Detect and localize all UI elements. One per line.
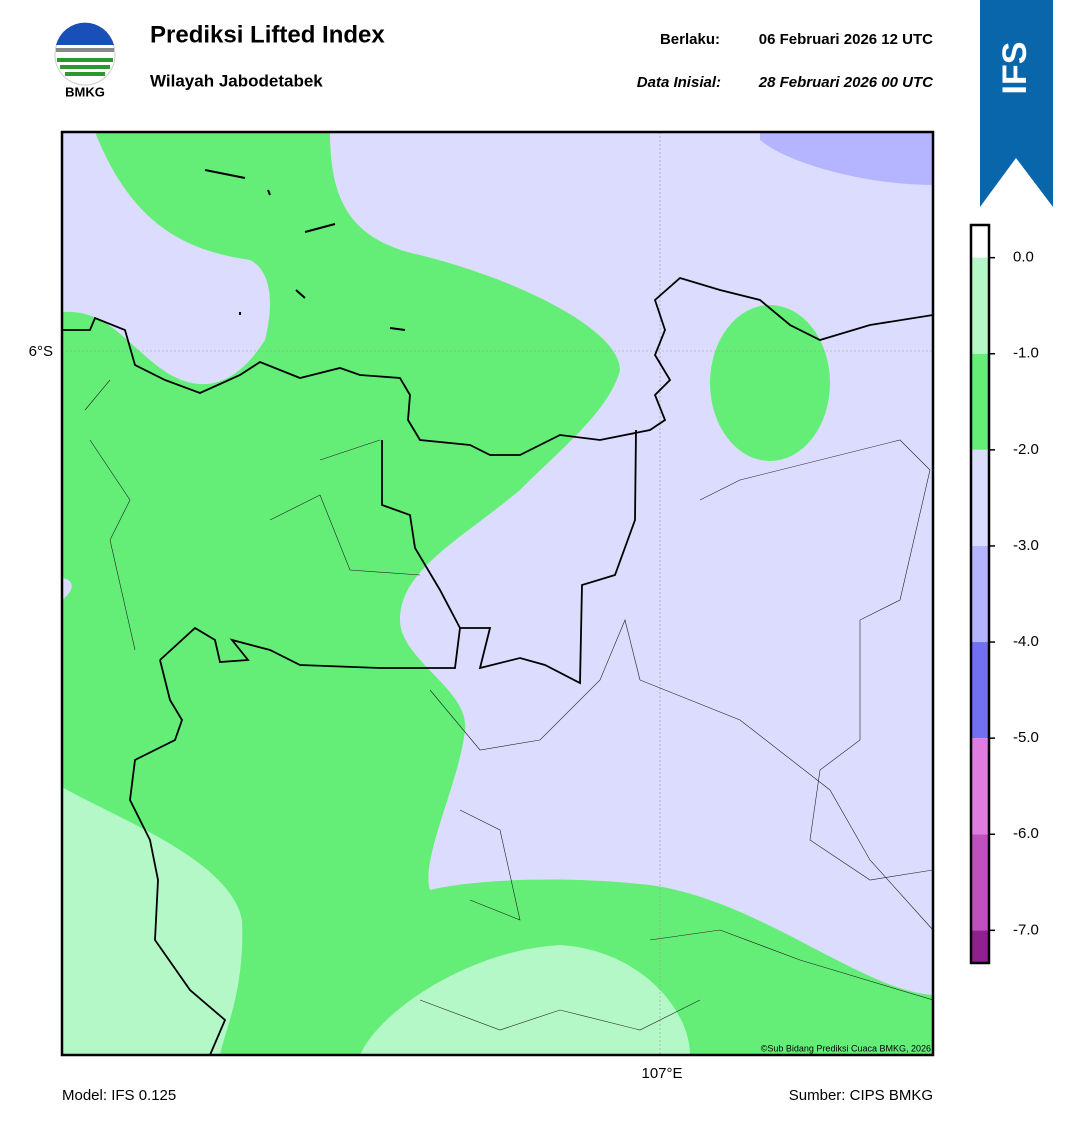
colorbar-tick-label: 0.0 [1013, 249, 1034, 266]
lon-label: 107°E [641, 1065, 682, 1082]
init-time: 28 Februari 2026 00 UTC [758, 74, 934, 91]
badge [980, 0, 1053, 207]
map-frame [60, 130, 935, 1057]
title: Prediksi Lifted Index [150, 21, 385, 48]
subtitle: Wilayah Jabodetabek [150, 71, 323, 90]
colorbar-band [971, 545, 989, 643]
lat-label: 6°S [29, 343, 53, 360]
colorbar-tick-label: -4.0 [1013, 633, 1039, 650]
colorbar-band [971, 834, 989, 931]
colorbar-tick-label: -3.0 [1013, 537, 1039, 554]
logo: BMKG [54, 22, 116, 99]
colorbar-band [971, 353, 989, 450]
colorbar-tick-label: -5.0 [1013, 729, 1039, 746]
colorbar-band [971, 738, 989, 835]
colorbar-tick-label: -1.0 [1013, 345, 1039, 362]
colorbar-tick-label: -6.0 [1013, 825, 1039, 842]
credit: ©Sub Bidang Prediksi Cuaca BMKG, 2026 [761, 1043, 931, 1053]
colorbar-band [971, 225, 989, 258]
valid-time: 06 Februari 2026 12 UTC [759, 31, 933, 48]
colorbar-band [971, 449, 989, 546]
colorbar-band [971, 257, 989, 354]
badge-text: IFS [996, 42, 1034, 95]
footer-model: Model: IFS 0.125 [62, 1087, 176, 1104]
colorbar-band [971, 642, 989, 739]
colorbar-tick-label: -7.0 [1013, 921, 1039, 938]
colorbar-tick-label: -2.0 [1013, 441, 1039, 458]
logo-text: BMKG [65, 84, 105, 99]
footer-source: Sumber: CIPS BMKG [789, 1087, 933, 1104]
colorbar-band [971, 930, 989, 963]
colorbar: 0.0 -1.0 -2.0 -3.0 -4.0 -5.0 -6.0 -7.0 [969, 223, 1039, 965]
map [62, 132, 933, 1055]
colorbar-frame [969, 223, 991, 965]
valid-label: Berlaku: [660, 31, 720, 48]
init-label: Data Inisial: [637, 74, 721, 91]
